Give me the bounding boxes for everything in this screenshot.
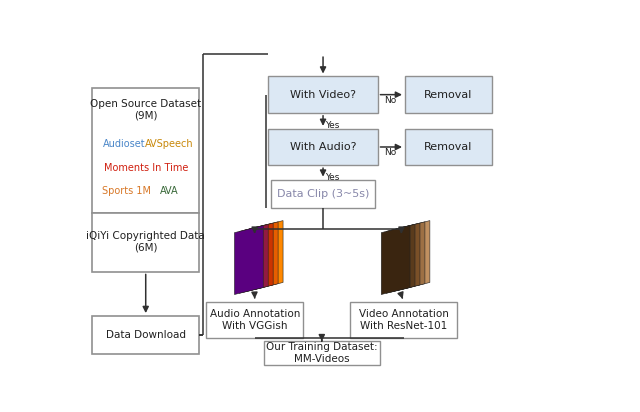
Polygon shape [386, 225, 415, 293]
Text: Audio Annotation
With VGGish: Audio Annotation With VGGish [210, 309, 300, 331]
FancyBboxPatch shape [92, 213, 199, 272]
FancyBboxPatch shape [269, 129, 378, 165]
Text: Sports 1M: Sports 1M [102, 186, 151, 197]
Text: Data Clip (3~5s): Data Clip (3~5s) [277, 189, 369, 199]
Text: iQiYi Copyrighted Data
(6M): iQiYi Copyrighted Data (6M) [86, 231, 205, 253]
FancyBboxPatch shape [92, 87, 199, 213]
Text: Removal: Removal [424, 142, 472, 152]
Polygon shape [239, 225, 268, 293]
Polygon shape [244, 223, 273, 292]
Text: No: No [384, 148, 396, 157]
Polygon shape [401, 220, 430, 290]
Polygon shape [250, 222, 278, 291]
Text: Data Download: Data Download [106, 330, 186, 340]
Text: Audioset: Audioset [103, 139, 146, 149]
Polygon shape [254, 220, 283, 290]
Text: Moments In Time: Moments In Time [104, 163, 188, 173]
Text: Video Annotation
With ResNet-101: Video Annotation With ResNet-101 [358, 309, 449, 331]
Text: With Video?: With Video? [290, 90, 356, 100]
FancyBboxPatch shape [350, 302, 457, 338]
FancyBboxPatch shape [405, 76, 492, 113]
Text: Removal: Removal [424, 90, 472, 100]
Text: Yes: Yes [324, 121, 339, 130]
FancyBboxPatch shape [405, 129, 492, 165]
Polygon shape [234, 226, 263, 295]
FancyBboxPatch shape [92, 316, 199, 354]
Polygon shape [391, 223, 420, 292]
Text: AVA: AVA [160, 186, 179, 197]
Text: No: No [384, 96, 396, 105]
Text: Yes: Yes [324, 173, 339, 183]
Polygon shape [381, 226, 410, 295]
Text: With Audio?: With Audio? [290, 142, 356, 152]
FancyBboxPatch shape [269, 76, 378, 113]
Text: Open Source Dataset
(9M): Open Source Dataset (9M) [90, 99, 202, 121]
FancyBboxPatch shape [264, 341, 380, 365]
Text: Our Training Dataset:
MM-Videos: Our Training Dataset: MM-Videos [266, 342, 378, 364]
Polygon shape [396, 222, 425, 291]
FancyBboxPatch shape [207, 302, 303, 338]
Text: AVSpeech: AVSpeech [145, 139, 193, 149]
FancyBboxPatch shape [271, 180, 375, 208]
